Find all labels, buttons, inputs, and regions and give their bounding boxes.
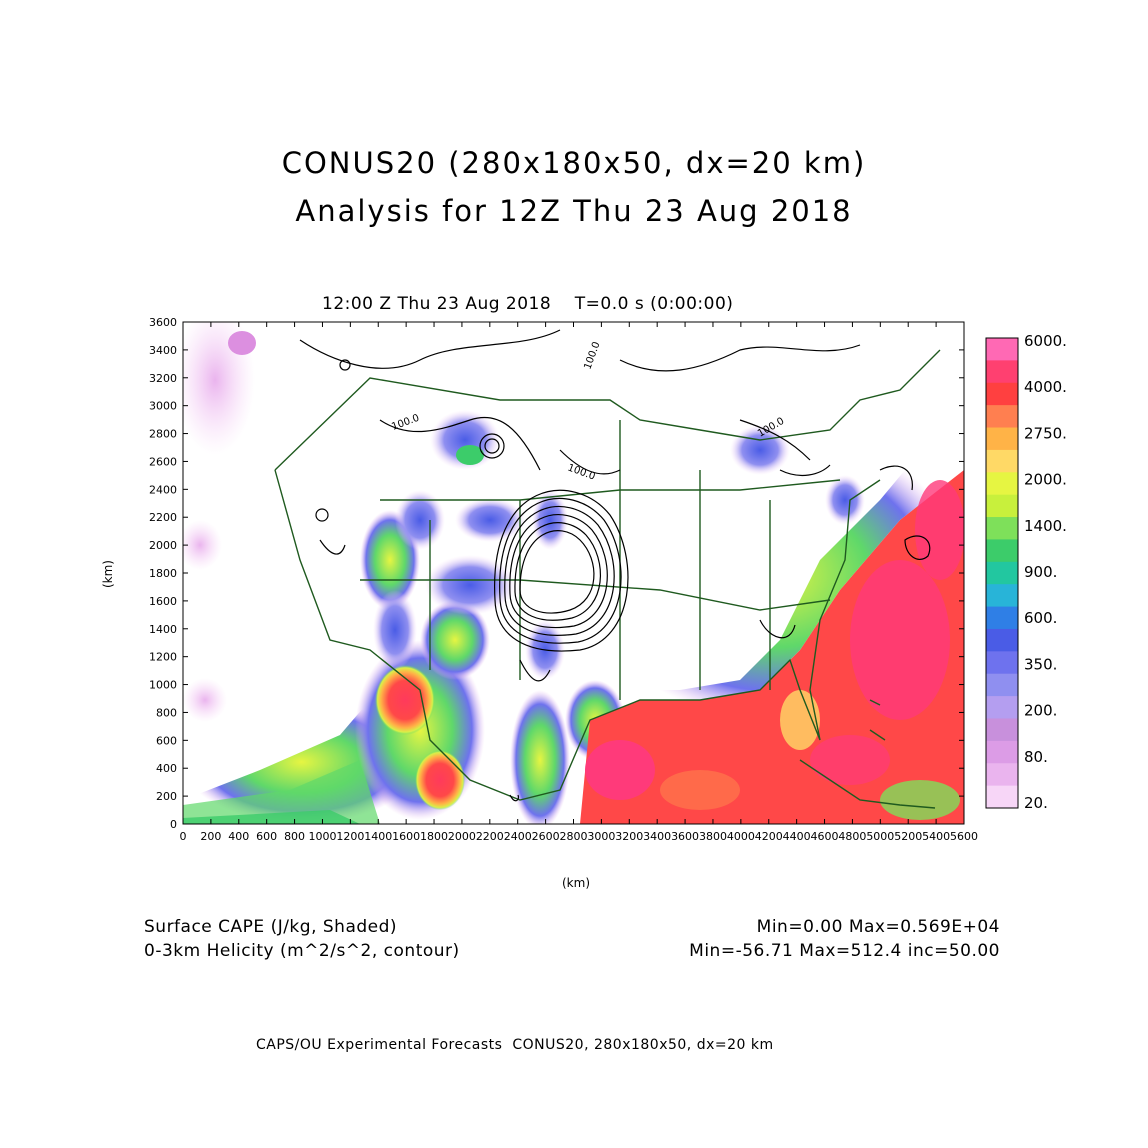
y-tick-label: 2000	[149, 539, 177, 552]
y-tick-label: 3400	[149, 344, 177, 357]
contour-field-label: 0-3km Helicity (m^2/s^2, contour)	[144, 941, 460, 961]
colorbar-label: 600.	[1024, 609, 1057, 627]
y-tick-label: 800	[156, 706, 177, 719]
colorbar-swatch	[986, 405, 1018, 429]
y-tick-label: 200	[156, 790, 177, 803]
colorbar-swatch	[986, 696, 1018, 719]
y-tick-label: 3000	[149, 400, 177, 413]
colorbar-label: 2750.	[1024, 424, 1067, 442]
colorbar-swatch	[986, 785, 1018, 809]
x-tick-label: 4800	[838, 830, 866, 843]
plot-header: 12:00 Z Thu 23 Aug 2018 T=0.0 s (0:00:00…	[322, 294, 734, 314]
colorbar-swatch	[986, 539, 1018, 563]
x-tick-label: 5000	[866, 830, 894, 843]
x-axis: 0 200 400 600 800 1000 1200 1400 1600 1800 2000 220…	[180, 322, 978, 843]
colorbar: 6000. 4000. 2750. 2000. 1400. 900. 600. 350. 200…	[985, 332, 1067, 812]
x-tick-label: 4400	[783, 830, 811, 843]
colorbar-swatch	[986, 673, 1018, 697]
y-axis: 0 200 400 600 800 1000 1200 1400 1600 1800 2000 220…	[149, 316, 964, 831]
colorbar-label: 200.	[1024, 702, 1057, 720]
x-tick-label: 2400	[504, 830, 532, 843]
x-tick-label: 5400	[922, 830, 950, 843]
colorbar-swatch	[986, 338, 1018, 361]
x-tick-label: 800	[284, 830, 305, 843]
y-tick-label: 1800	[149, 567, 177, 580]
helicity-contours	[299, 329, 931, 802]
y-tick-label: 400	[156, 762, 177, 775]
colorbar-label: 2000.	[1024, 471, 1067, 489]
y-tick-label: 2400	[149, 483, 177, 496]
colorbar-swatch	[986, 651, 1018, 675]
colorbar-label: 1400.	[1024, 517, 1067, 535]
y-tick-label: 2200	[149, 511, 177, 524]
x-tick-label: 1400	[364, 830, 392, 843]
colorbar-swatch	[986, 472, 1018, 496]
x-tick-label: 4000	[727, 830, 755, 843]
colorbar-swatch	[986, 606, 1018, 630]
x-tick-label: 5600	[950, 830, 978, 843]
title-line-2: Analysis for 12Z Thu 23 Aug 2018	[295, 194, 853, 228]
y-tick-label: 600	[156, 734, 177, 747]
y-tick-label: 1200	[149, 651, 177, 664]
y-tick-label: 0	[170, 818, 177, 831]
colorbar-swatch	[986, 718, 1018, 742]
shaded-field-label: Surface CAPE (J/kg, Shaded)	[144, 917, 398, 937]
title-line-1: CONUS20 (280x180x50, dx=20 km)	[281, 146, 867, 180]
x-tick-label: 3200	[615, 830, 643, 843]
colorbar-swatch	[986, 427, 1018, 451]
colorbar-swatch	[986, 517, 1018, 540]
x-tick-label: 200	[200, 830, 221, 843]
x-tick-label: 3600	[671, 830, 699, 843]
colorbar-swatch	[986, 584, 1018, 608]
x-tick-label: 1600	[392, 830, 420, 843]
y-tick-label: 1600	[149, 595, 177, 608]
y-tick-label: 1400	[149, 623, 177, 636]
x-tick-label: 0	[180, 830, 187, 843]
y-tick-label: 3600	[149, 316, 177, 329]
shaded-field-range: Min=0.00 Max=0.569E+04	[756, 917, 1000, 937]
x-tick-label: 1000	[308, 830, 336, 843]
x-tick-label: 400	[228, 830, 249, 843]
colorbar-swatch	[986, 449, 1018, 473]
colorbar-swatch	[986, 360, 1018, 384]
colorbar-swatch	[986, 561, 1018, 585]
x-tick-label: 4600	[811, 830, 839, 843]
colorbar-swatch	[986, 740, 1018, 764]
x-tick-label: 2600	[532, 830, 560, 843]
x-tick-label: 600	[256, 830, 277, 843]
x-tick-label: 3000	[587, 830, 615, 843]
colorbar-swatch	[986, 382, 1018, 406]
x-tick-label: 2200	[476, 830, 504, 843]
y-tick-label: 1000	[149, 679, 177, 692]
x-tick-label: 1800	[420, 830, 448, 843]
x-tick-label: 1200	[336, 830, 364, 843]
cape-shading	[183, 322, 964, 824]
x-tick-label: 5200	[894, 830, 922, 843]
colorbar-label: 80.	[1024, 748, 1048, 766]
y-axis-unit: (km)	[101, 559, 116, 589]
colorbar-frame	[985, 337, 1019, 809]
x-tick-label: 2800	[560, 830, 588, 843]
colorbar-swatch	[986, 494, 1018, 518]
contour-field-range: Min=-56.71 Max=512.4 inc=50.00	[689, 941, 1000, 961]
colorbar-swatch	[986, 628, 1018, 652]
colorbar-label: 20.	[1024, 794, 1048, 812]
x-tick-label: 3800	[699, 830, 727, 843]
colorbar-label: 350.	[1024, 655, 1057, 673]
y-tick-label: 3200	[149, 372, 177, 385]
colorbar-swatch	[986, 763, 1018, 787]
x-tick-label: 3400	[643, 830, 671, 843]
y-tick-label: 2600	[149, 455, 177, 468]
x-axis-unit: (km)	[562, 876, 591, 890]
colorbar-label: 900.	[1024, 563, 1057, 581]
footer-credit: CAPS/OU Experimental Forecasts CONUS20, …	[256, 1037, 774, 1053]
colorbar-label: 4000.	[1024, 378, 1067, 396]
geographic-boundaries	[274, 349, 941, 809]
colorbar-label: 6000.	[1024, 332, 1067, 350]
x-tick-label: 2000	[448, 830, 476, 843]
y-tick-label: 2800	[149, 428, 177, 441]
x-tick-label: 4200	[755, 830, 783, 843]
